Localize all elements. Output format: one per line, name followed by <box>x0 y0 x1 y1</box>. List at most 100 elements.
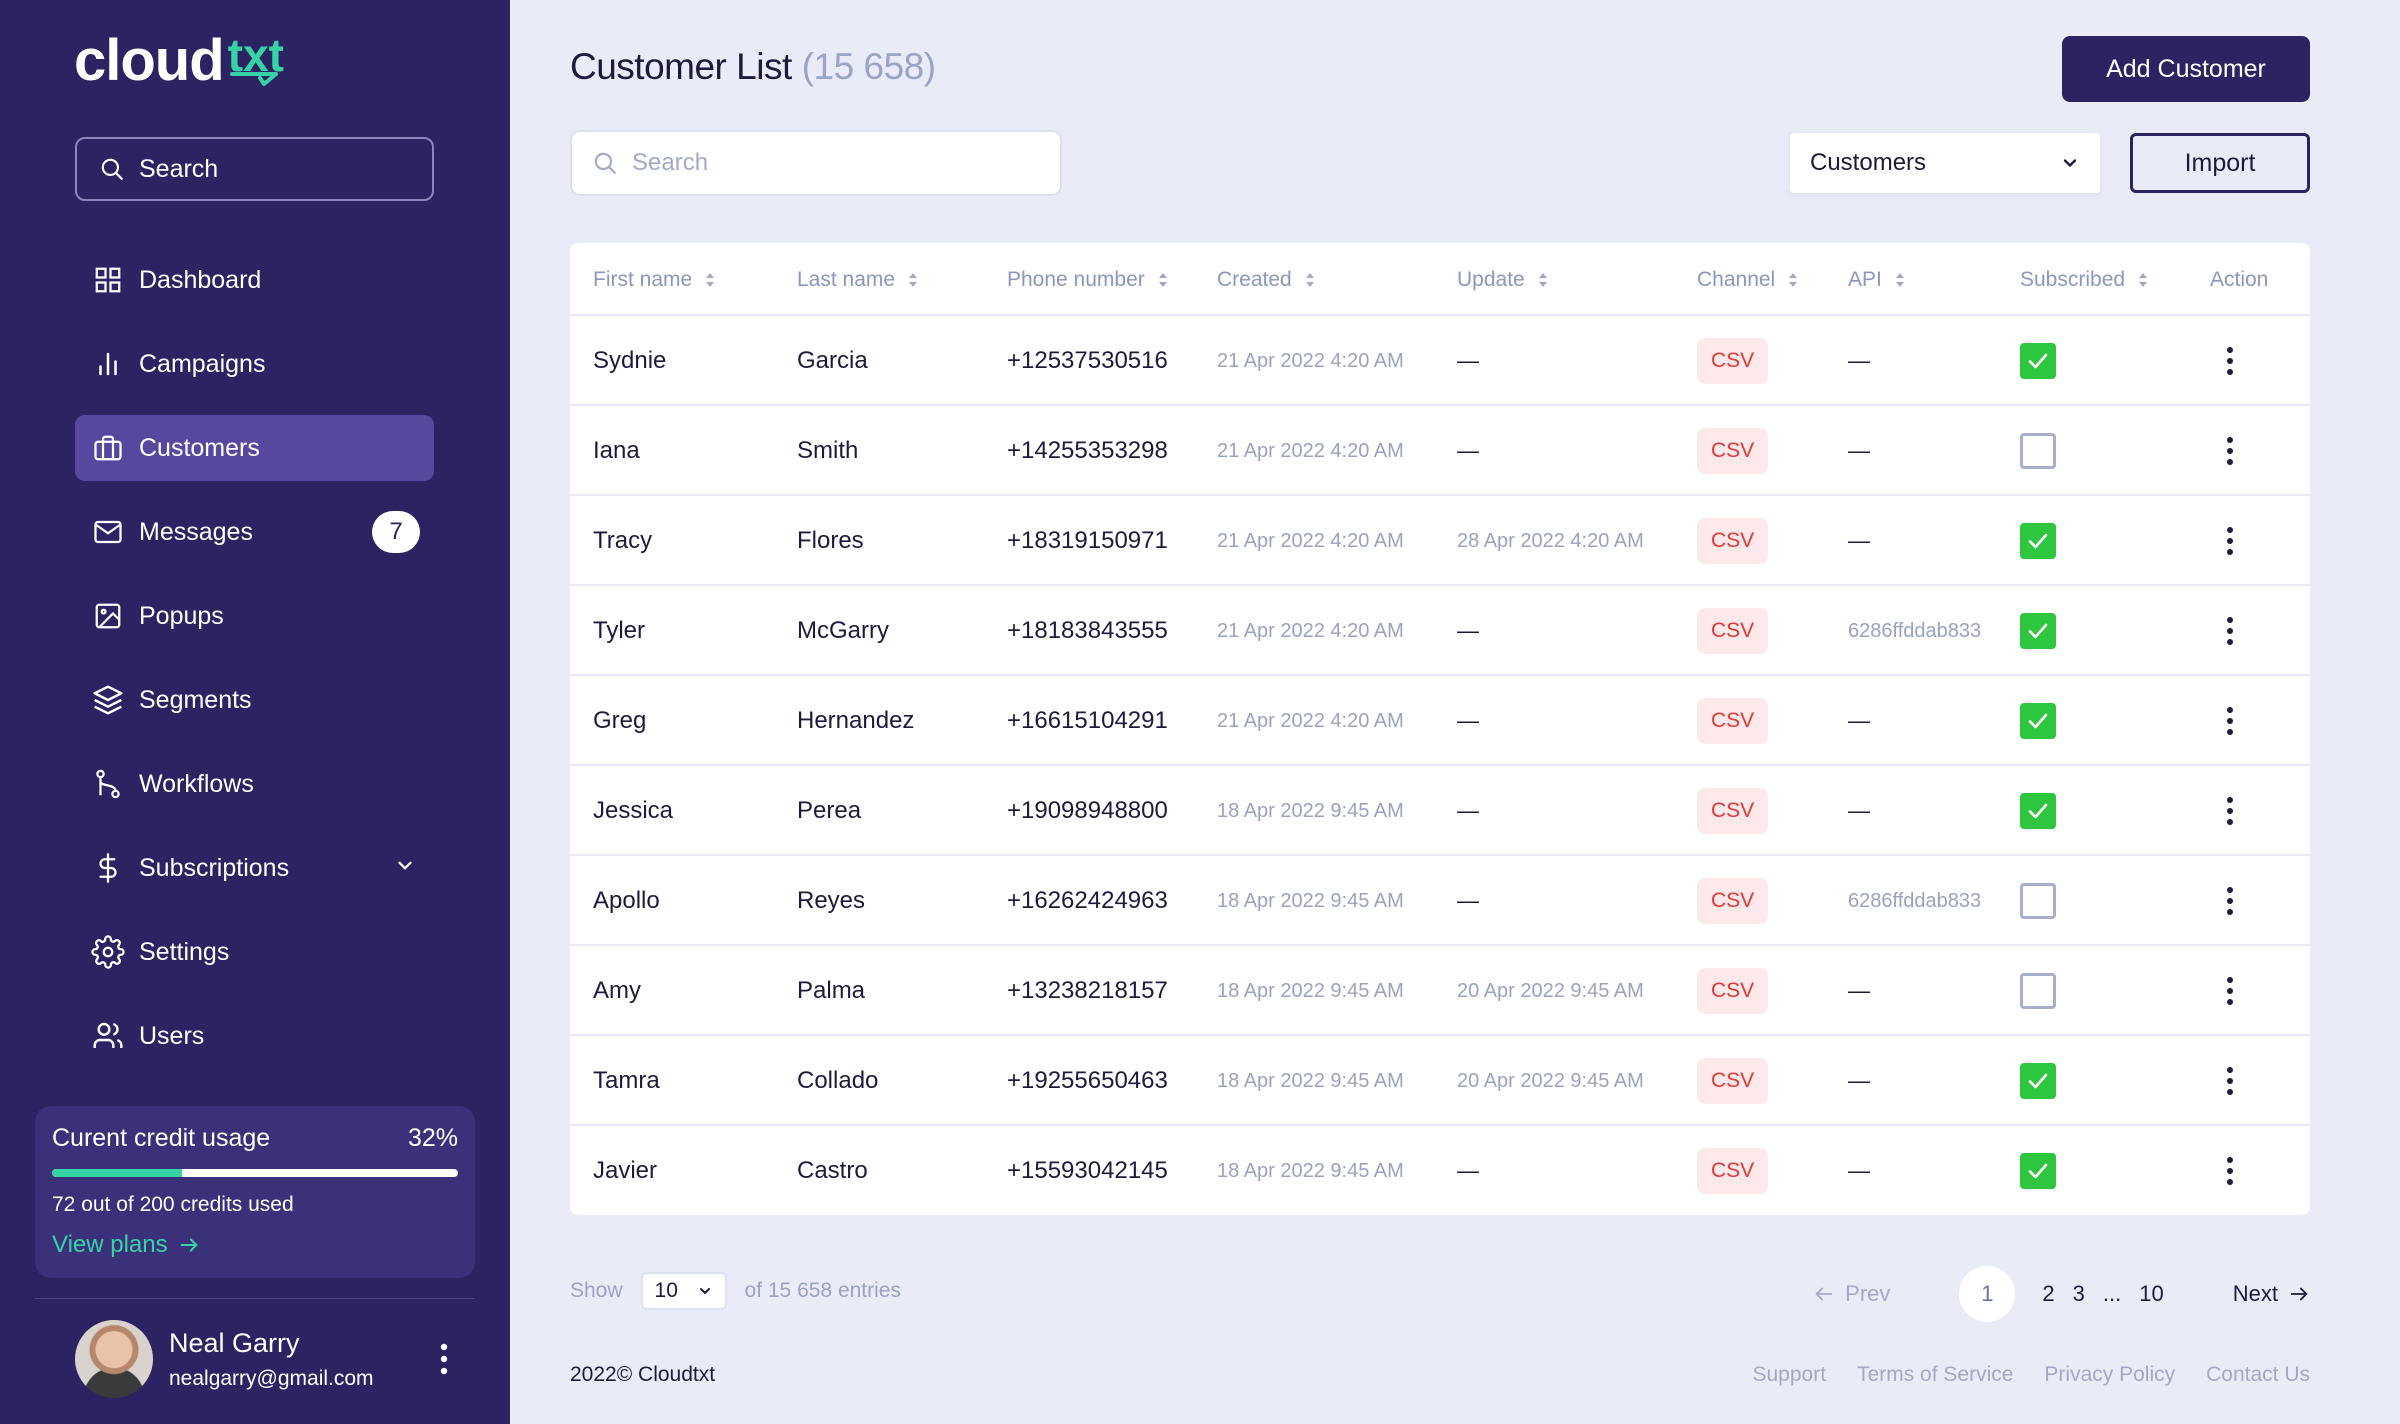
subscribed-checkbox[interactable] <box>2020 703 2056 739</box>
table-row[interactable]: Jessica Perea +19098948800 18 Apr 2022 9:45… <box>570 766 2310 856</box>
subscribed-checkbox[interactable] <box>2020 523 2056 559</box>
sidebar-item-customers[interactable]: Customers <box>75 415 434 481</box>
subscribed-checkbox[interactable] <box>2020 883 2056 919</box>
cell-first-name: Apollo <box>593 887 660 914</box>
checkmark-icon <box>2028 1163 2048 1179</box>
table-row[interactable]: Tyler McGarry +18183843555 21 Apr 2022 4:20… <box>570 586 2310 676</box>
page-size-select[interactable]: 10 <box>640 1272 727 1310</box>
sort-icon[interactable] <box>1304 270 1316 290</box>
table-footer: Show 10 of 15 658 entries Prev 1 2 3 ...… <box>570 1266 2310 1322</box>
sort-icon[interactable] <box>1537 270 1549 290</box>
sidebar-item-users[interactable]: Users <box>75 1003 434 1069</box>
sort-icon[interactable] <box>1157 270 1169 290</box>
cell-last-name: Garcia <box>797 347 868 374</box>
subscribed-checkbox[interactable] <box>2020 343 2056 379</box>
subscribed-checkbox[interactable] <box>2020 433 2056 469</box>
column-header-last-name[interactable]: Last name <box>797 243 919 316</box>
sidebar-item-workflows[interactable]: Workflows <box>75 751 434 817</box>
cell-last-name: Perea <box>797 797 862 824</box>
view-plans-link[interactable]: View plans <box>52 1231 458 1259</box>
channel-badge: CSV <box>1697 608 1769 654</box>
sort-icon[interactable] <box>907 270 919 290</box>
add-customer-button[interactable]: Add Customer <box>2062 36 2310 102</box>
subscribed-checkbox[interactable] <box>2020 973 2056 1009</box>
user-profile[interactable]: Neal Garry nealgarry@gmail.com <box>75 1320 448 1398</box>
more-vertical-icon[interactable] <box>2210 881 2250 921</box>
more-vertical-icon[interactable] <box>2210 1151 2250 1191</box>
cell-last-name: McGarry <box>797 617 889 644</box>
customer-filter-select[interactable]: Customers <box>1790 133 2100 193</box>
sidebar-item-campaigns[interactable]: Campaigns <box>75 331 434 397</box>
cell-phone-number: +15593042145 <box>1007 1157 1168 1184</box>
subscribed-checkbox[interactable] <box>2020 1153 2056 1189</box>
more-vertical-icon[interactable] <box>2210 431 2250 471</box>
sort-icon[interactable] <box>1787 270 1799 290</box>
sidebar-item-segments[interactable]: Segments <box>75 667 434 733</box>
sidebar-item-dashboard[interactable]: Dashboard <box>75 247 434 313</box>
search-input[interactable] <box>632 149 1032 177</box>
subscribed-checkbox[interactable] <box>2020 1063 2056 1099</box>
terms-link[interactable]: Terms of Service <box>1857 1363 2014 1386</box>
cell-update: — <box>1457 1158 1479 1183</box>
page-button[interactable]: 10 <box>2139 1281 2164 1306</box>
sidebar-item-subscriptions[interactable]: Subscriptions <box>75 835 434 901</box>
channel-badge: CSV <box>1697 698 1769 744</box>
more-vertical-icon[interactable] <box>438 1342 450 1381</box>
customer-count: (15 658) <box>801 46 936 87</box>
customer-search[interactable] <box>570 130 1062 196</box>
arrow-right-icon <box>2290 1287 2308 1301</box>
column-header-phone-number[interactable]: Phone number <box>1007 243 1169 316</box>
more-vertical-icon[interactable] <box>2210 1061 2250 1101</box>
page-button[interactable]: 3 <box>2072 1281 2085 1306</box>
cell-first-name: Jessica <box>593 797 674 824</box>
table-row[interactable]: Amy Palma +13238218157 18 Apr 2022 9:45 AM 2… <box>570 946 2310 1036</box>
cell-created: 18 Apr 2022 9:45 AM <box>1217 889 1404 912</box>
column-header-update[interactable]: Update <box>1457 243 1549 316</box>
subscribed-checkbox[interactable] <box>2020 613 2056 649</box>
chevron-down-icon[interactable] <box>394 855 416 882</box>
sidebar-item-settings[interactable]: Settings <box>75 919 434 985</box>
table-row[interactable]: Tamra Collado +19255650463 18 Apr 2022 9:45… <box>570 1036 2310 1126</box>
table-row[interactable]: Apollo Reyes +16262424963 18 Apr 2022 9:45 … <box>570 856 2310 946</box>
column-header-channel[interactable]: Channel <box>1697 243 1799 316</box>
column-header-created[interactable]: Created <box>1217 243 1316 316</box>
subscribed-checkbox[interactable] <box>2020 793 2056 829</box>
sort-icon[interactable] <box>1894 270 1906 290</box>
column-header-first-name[interactable]: First name <box>593 243 716 316</box>
cell-action <box>2210 946 2250 1036</box>
import-button[interactable]: Import <box>2130 133 2310 193</box>
table-row[interactable]: Greg Hernandez +16615104291 21 Apr 2022 4:2… <box>570 676 2310 766</box>
more-vertical-icon[interactable] <box>2210 701 2250 741</box>
sidebar-search-label: Search <box>139 154 219 183</box>
page-button[interactable]: 2 <box>2042 1281 2055 1306</box>
cell-subscribed <box>2020 316 2056 406</box>
sidebar-search[interactable]: Search <box>75 137 434 201</box>
layers-icon <box>91 683 125 717</box>
sidebar-item-messages[interactable]: Messages 7 <box>75 499 434 565</box>
table-row[interactable]: Tracy Flores +18319150971 21 Apr 2022 4:20 … <box>570 496 2310 586</box>
pagination: Prev 1 2 3 ... 10 Next <box>1813 1266 2310 1322</box>
privacy-link[interactable]: Privacy Policy <box>2044 1363 2176 1386</box>
sidebar-item-popups[interactable]: Popups <box>75 583 434 649</box>
more-vertical-icon[interactable] <box>2210 341 2250 381</box>
table-row[interactable]: Iana Smith +14255353298 21 Apr 2022 4:20 AM… <box>570 406 2310 496</box>
channel-badge: CSV <box>1697 1058 1769 1104</box>
more-vertical-icon[interactable] <box>2210 611 2250 651</box>
support-link[interactable]: Support <box>1752 1363 1827 1386</box>
table-row[interactable]: Javier Castro +15593042145 18 Apr 2022 9:45… <box>570 1126 2310 1215</box>
contact-link[interactable]: Contact Us <box>2206 1363 2310 1386</box>
more-vertical-icon[interactable] <box>2210 521 2250 561</box>
cell-first-name: Javier <box>593 1157 658 1184</box>
page-button[interactable]: 1 <box>1959 1266 2016 1322</box>
more-vertical-icon[interactable] <box>2210 971 2250 1011</box>
more-vertical-icon[interactable] <box>2210 791 2250 831</box>
column-header-subscribed[interactable]: Subscribed <box>2020 243 2149 316</box>
cell-channel: CSV <box>1697 946 1769 1036</box>
sort-icon[interactable] <box>704 270 716 290</box>
prev-page-button[interactable]: Prev <box>1813 1281 1890 1307</box>
table-row[interactable]: Sydnie Garcia +12537530516 21 Apr 2022 4:20… <box>570 316 2310 406</box>
column-header-api[interactable]: API <box>1848 243 1906 316</box>
sort-icon[interactable] <box>2137 270 2149 290</box>
cell-created: 21 Apr 2022 4:20 AM <box>1217 349 1404 372</box>
next-page-button[interactable]: Next <box>2233 1281 2310 1307</box>
